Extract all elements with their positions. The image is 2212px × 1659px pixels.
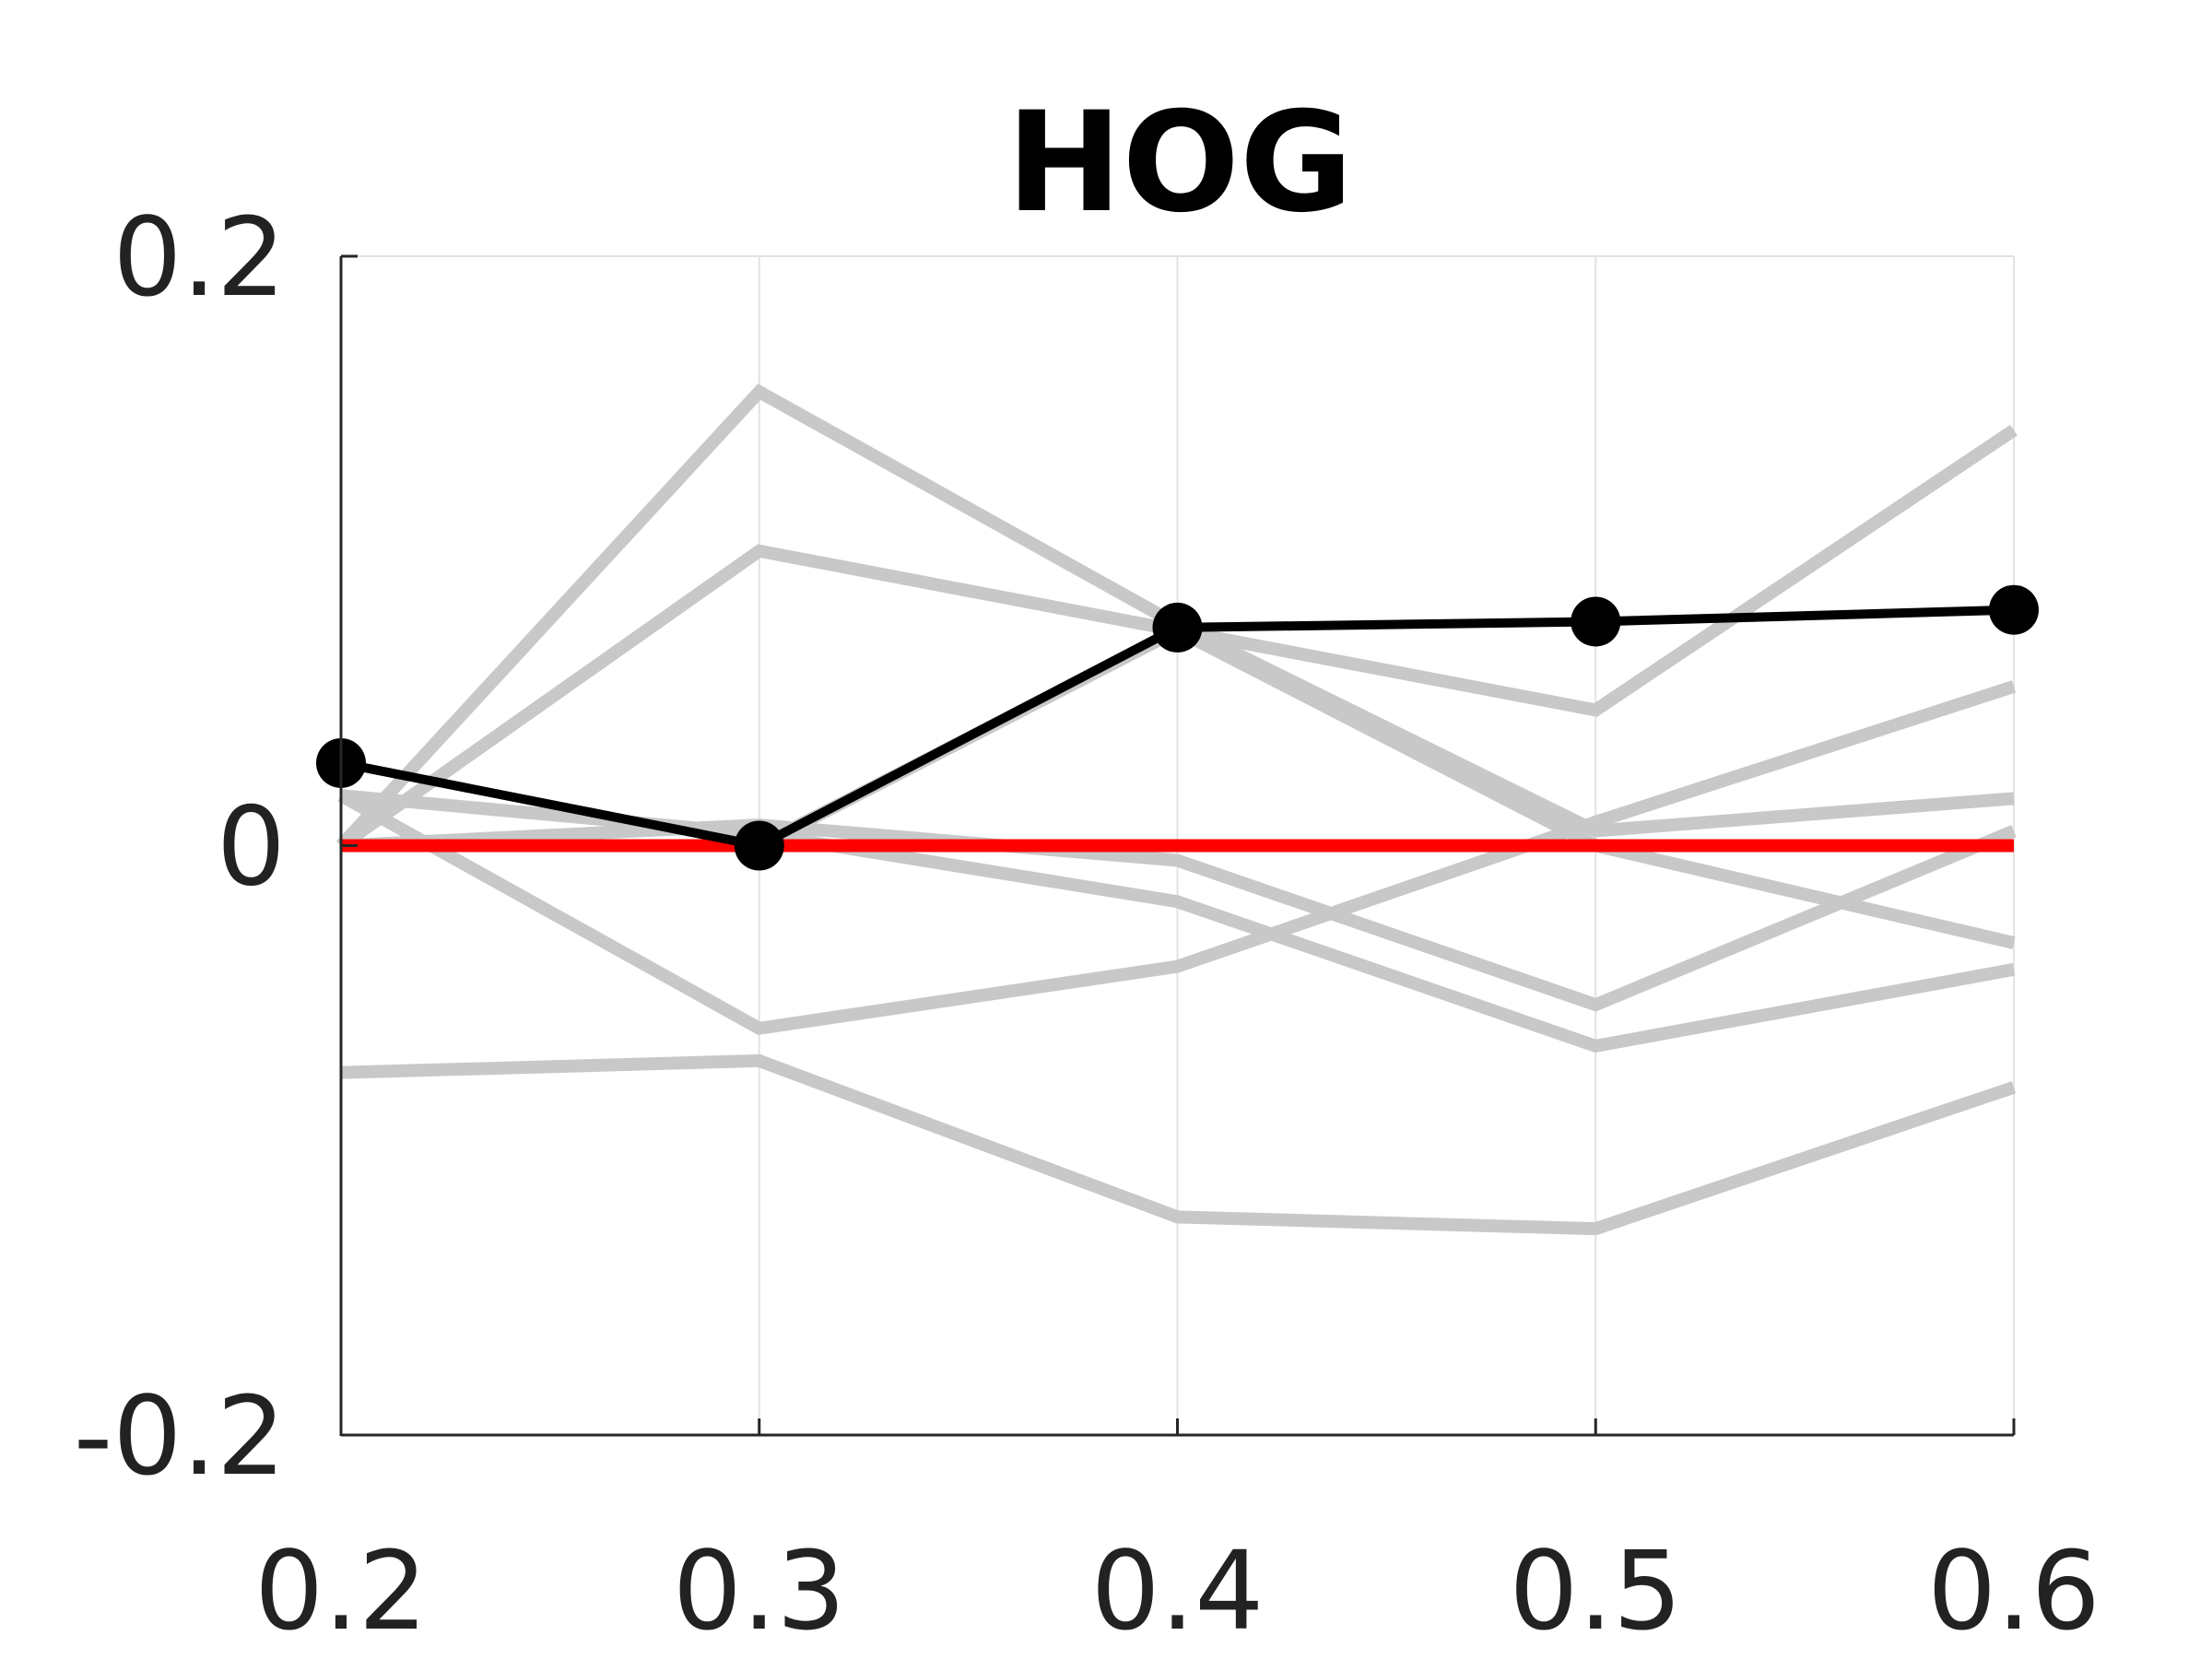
main-series-point-2 xyxy=(1152,602,1203,653)
x-tick-label-2: 0.4 xyxy=(1091,1527,1265,1654)
x-tick-label-3: 0.5 xyxy=(1509,1527,1682,1654)
y-tick-label-0: -0.2 xyxy=(74,1372,286,1500)
tick-labels: 0.2 0.3 0.4 0.5 0.6 -0.2 0 0.2 xyxy=(74,194,2100,1654)
background-series-line-5 xyxy=(340,1053,2017,1236)
main-series-point-3 xyxy=(1571,596,1621,647)
background-series-line-4 xyxy=(337,680,2017,1036)
background-series-line-2 xyxy=(340,818,2017,1012)
x-tick-label-1: 0.3 xyxy=(673,1527,846,1654)
main-series-point-1 xyxy=(734,820,784,871)
main-series-group xyxy=(316,584,2039,871)
x-tick-label-0: 0.2 xyxy=(254,1527,428,1654)
chart-title: HOG xyxy=(1006,83,1353,243)
main-series-point-4 xyxy=(1989,584,2039,635)
y-tick-label-2: 0.2 xyxy=(112,194,286,321)
x-tick-label-4: 0.6 xyxy=(1927,1527,2100,1654)
axes xyxy=(339,254,2016,1437)
y-tick-label-1: 0 xyxy=(217,783,286,911)
